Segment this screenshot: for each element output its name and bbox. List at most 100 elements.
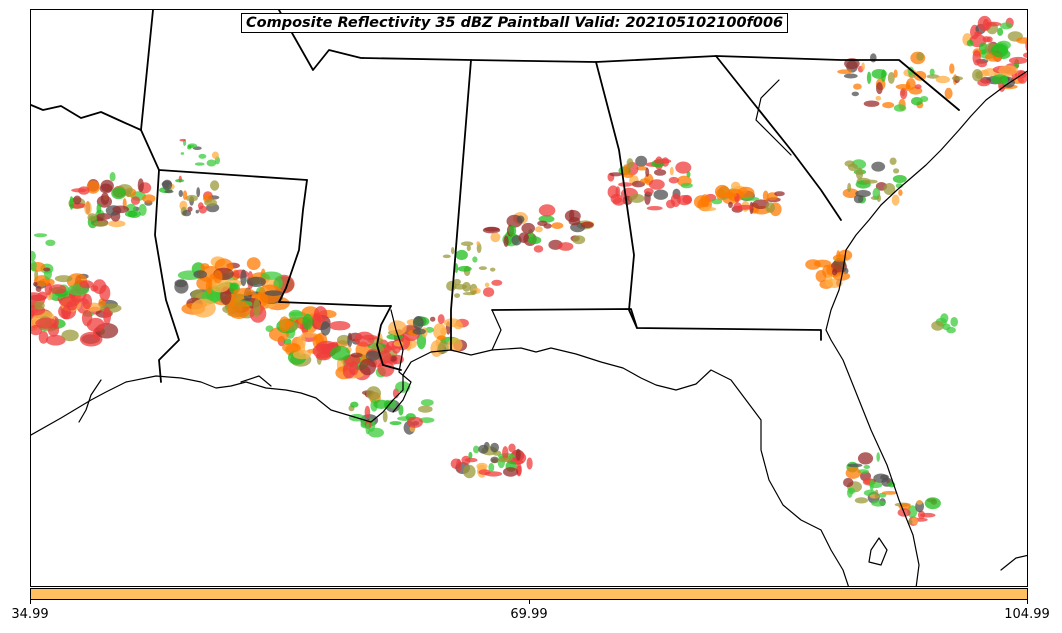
paintball-blob xyxy=(382,410,388,423)
paintball-blob xyxy=(205,278,213,295)
paintball-blob xyxy=(876,82,883,95)
paintball-blob xyxy=(196,187,201,198)
paintball-blob xyxy=(847,463,863,468)
paintball-blob xyxy=(406,416,423,428)
paintball-blob xyxy=(359,358,376,376)
paintball-blob xyxy=(848,487,856,495)
paintball-blob xyxy=(843,477,854,488)
paintball-blob xyxy=(478,266,487,270)
paintball-blob xyxy=(298,317,304,325)
paintball-blob xyxy=(191,298,216,318)
paintball-blob xyxy=(648,179,665,190)
paintball-blob xyxy=(365,422,370,435)
paintball-blob xyxy=(926,74,940,79)
paintball-blob xyxy=(178,190,183,197)
paintball-blob xyxy=(466,245,471,252)
paintball-blob xyxy=(913,70,927,81)
paintball-blob xyxy=(876,194,882,202)
paintball-blob xyxy=(972,50,981,66)
paintball-blob xyxy=(204,199,218,207)
paintball-blob xyxy=(569,209,575,221)
paintball-blob xyxy=(490,232,501,243)
paintball-blob xyxy=(420,399,434,407)
paintball-blob xyxy=(949,63,955,74)
paintball-blob xyxy=(871,500,886,507)
paintball-blob xyxy=(853,194,864,204)
paintball-blob xyxy=(845,467,861,479)
paintball-blob xyxy=(354,331,375,347)
paintball-blob xyxy=(211,151,219,159)
paintball-blob xyxy=(935,75,951,84)
paintball-blob xyxy=(373,399,390,409)
paintball-blob xyxy=(364,405,371,419)
paintball-blob xyxy=(998,65,1018,76)
paintball-blob xyxy=(765,202,775,213)
colorbar xyxy=(30,588,1028,600)
paintball-blob xyxy=(883,183,896,195)
paintball-blob xyxy=(437,335,447,341)
paintball-blob xyxy=(473,445,480,454)
paintball-blob xyxy=(137,178,144,193)
paintball-blob xyxy=(484,471,503,477)
paintball-blob xyxy=(491,279,503,286)
paintball-blob xyxy=(863,179,878,184)
paintball-blob xyxy=(194,162,205,166)
paintball-blob xyxy=(54,275,73,283)
paintball-blob xyxy=(206,159,217,167)
colorbar-tick-min: 34.99 xyxy=(11,607,49,622)
paintball-blob xyxy=(180,152,185,155)
paintball-blob xyxy=(142,194,156,203)
paintball-blob xyxy=(227,300,251,319)
paintball-blob xyxy=(720,193,738,198)
paintball-blob xyxy=(875,95,882,101)
colorbar-tick-mark-max xyxy=(1027,600,1028,604)
paintball-blob xyxy=(972,69,983,82)
paintball-blob xyxy=(863,465,871,469)
paintball-blob xyxy=(533,245,544,253)
paintball-blob xyxy=(985,21,1002,27)
paintball-blob xyxy=(977,15,992,32)
paintball-blob xyxy=(315,352,332,361)
paintball-blob xyxy=(462,281,471,292)
paintball-blob xyxy=(931,320,944,331)
paintball-blob xyxy=(911,517,918,525)
paintball-blob xyxy=(857,452,874,465)
paintball-blob xyxy=(813,259,832,268)
paintball-blob xyxy=(825,274,833,287)
paintball-blob xyxy=(112,205,129,214)
paintball-blob xyxy=(100,179,114,192)
paintball-blob xyxy=(893,69,898,78)
paintball-blob xyxy=(398,404,404,416)
colorbar-tick-mid: 69.99 xyxy=(510,607,548,622)
paintball-blob xyxy=(460,241,474,246)
paintball-blob xyxy=(977,78,991,87)
paintball-blob xyxy=(437,314,445,325)
paintball-blob xyxy=(412,328,426,335)
paintball-blob xyxy=(313,306,328,323)
paintball-blob xyxy=(79,331,103,347)
paintball-blob xyxy=(612,197,625,206)
paintball-blob xyxy=(844,160,855,167)
paintball-blob xyxy=(889,157,897,165)
paintball-blob xyxy=(905,81,911,92)
paintball-blob xyxy=(741,196,760,201)
paintball-blob xyxy=(516,215,525,224)
paintball-blob xyxy=(282,342,301,353)
paintball-blob xyxy=(419,417,435,423)
map-panel xyxy=(30,9,1028,587)
paintball-blob xyxy=(869,479,874,491)
paintball-blob xyxy=(471,290,477,294)
paintball-blob xyxy=(126,190,131,198)
paintball-blob xyxy=(455,249,468,261)
paintball-blob xyxy=(482,227,501,234)
paintball-blob xyxy=(440,327,447,336)
paintball-blob xyxy=(377,360,395,377)
paintball-blob xyxy=(388,320,407,336)
paintball-blob xyxy=(951,76,964,81)
paintball-blob xyxy=(476,241,481,246)
paintball-blob xyxy=(279,316,290,333)
paintball-blob xyxy=(653,189,669,200)
paintball-blob xyxy=(73,195,82,205)
paintball-blob xyxy=(881,69,886,82)
paintball-blob xyxy=(508,225,517,237)
